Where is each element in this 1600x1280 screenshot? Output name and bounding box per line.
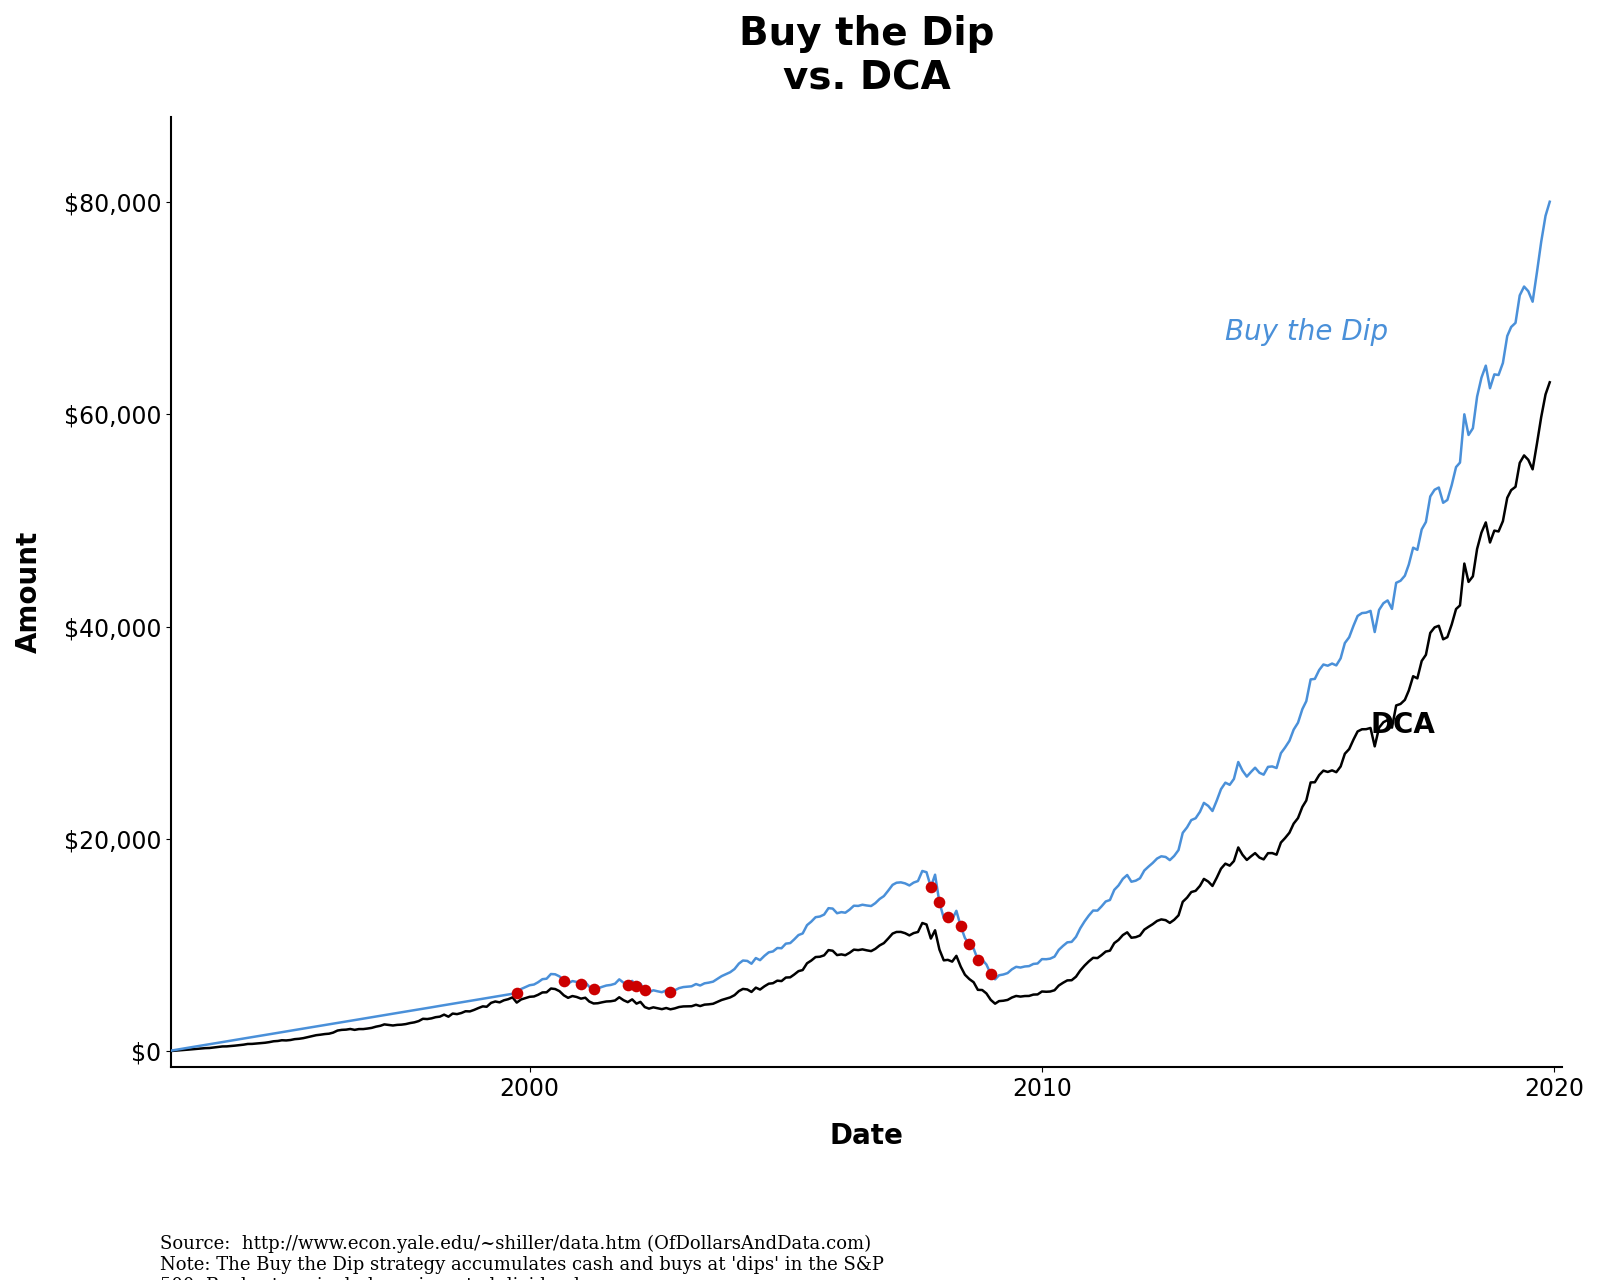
X-axis label: Date: Date: [830, 1121, 904, 1149]
Point: [926, 892, 952, 913]
Point: [978, 964, 1003, 984]
Point: [581, 979, 606, 1000]
Text: Buy the Dip: Buy the Dip: [1226, 317, 1389, 346]
Point: [504, 983, 530, 1004]
Point: [957, 934, 982, 955]
Title: Buy the Dip
vs. DCA: Buy the Dip vs. DCA: [739, 15, 995, 97]
Text: DCA: DCA: [1371, 710, 1435, 739]
Point: [965, 950, 990, 970]
Point: [632, 980, 658, 1001]
Point: [934, 906, 960, 927]
Point: [568, 973, 594, 993]
Text: Source:  http://www.econ.yale.edu/~shiller/data.htm (OfDollarsAndData.com)
Note:: Source: http://www.econ.yale.edu/~shille…: [160, 1235, 883, 1280]
Point: [624, 977, 650, 997]
Y-axis label: Amount: Amount: [14, 531, 43, 653]
Point: [947, 916, 973, 937]
Point: [614, 974, 640, 995]
Point: [918, 877, 944, 897]
Point: [550, 970, 576, 991]
Point: [658, 982, 683, 1002]
